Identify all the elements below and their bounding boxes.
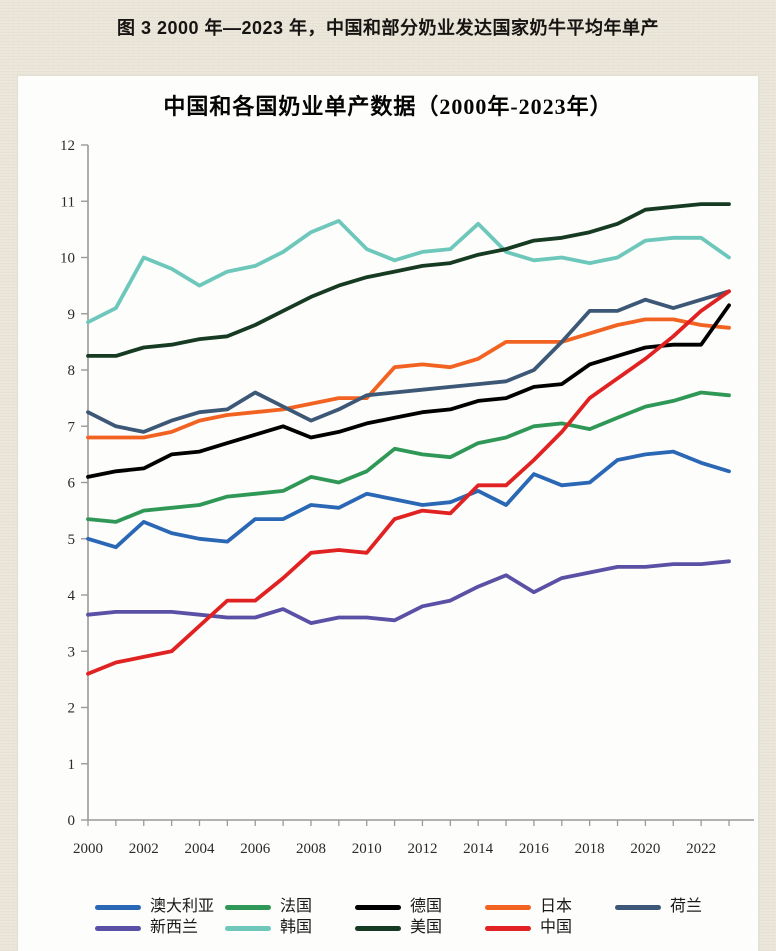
x-tick-label: 2004 [184,841,215,857]
x-tick-label: 2022 [686,841,716,857]
x-tick-label: 2006 [240,841,271,857]
y-tick-label: 8 [68,363,76,379]
series-line-0 [86,449,731,550]
y-tick-label: 6 [68,476,76,492]
x-tick-label: 2018 [575,841,605,857]
y-tick-label: 2 [68,701,76,717]
y-tick-label: 1 [68,757,76,773]
x-tick-label: 2008 [296,841,326,857]
y-tick-label: 10 [60,251,75,267]
chart-panel: 中国和各国奶业单产数据（2000年-2023年） 0 1 2 3 4 5 6 7 8 9 10 11 1… [18,76,758,951]
x-tick-label: 2010 [352,841,382,857]
x-tick-label: 2002 [129,841,159,857]
y-tick-label: 0 [68,813,76,829]
y-tick-label: 3 [68,644,76,660]
series-line-8 [86,289,731,676]
x-tick-label: 2014 [463,841,494,857]
x-tick-label: 2000 [73,841,103,857]
y-tick-label: 12 [60,138,75,154]
chart-title: 中国和各国奶业单产数据（2000年-2023年） [163,94,613,119]
series-line-3 [86,317,731,440]
series-line-6 [86,218,731,325]
series-line-5 [86,559,731,625]
series-line-7 [86,202,731,358]
y-tick-label: 7 [68,419,76,435]
series-line-1 [86,390,731,524]
y-tick-label: 5 [68,532,76,548]
series-line-2 [86,303,731,479]
y-tick-label: 4 [68,588,76,604]
x-tick-label: 2016 [519,841,550,857]
y-tick-label: 11 [61,194,75,210]
x-tick-label: 2020 [630,841,660,857]
x-tick-label: 2012 [407,841,437,857]
y-tick-label: 9 [68,307,76,323]
figure-caption: 图 3 2000 年—2023 年，中国和部分奶业发达国家奶牛平均年单产 [116,18,660,38]
series-line-4 [86,289,731,434]
